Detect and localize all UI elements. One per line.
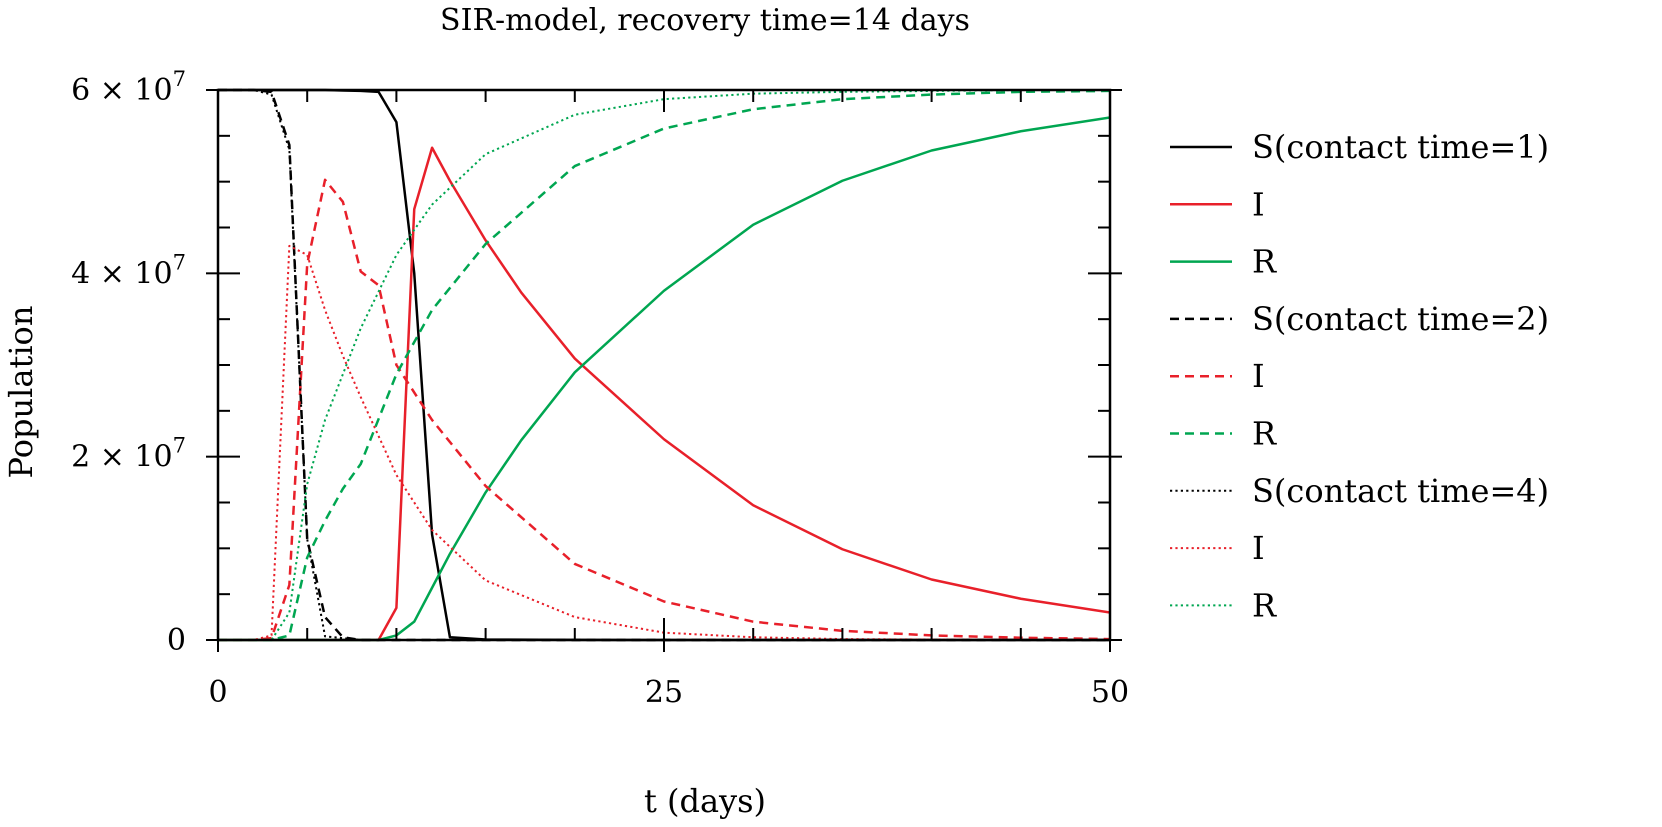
legend-entry-label: R: [1252, 243, 1277, 281]
y-tick-label: 4 × 107: [71, 250, 186, 291]
y-axis-label: Population: [2, 306, 40, 479]
legend-entry-label: I: [1252, 185, 1265, 223]
series-line-7-s-dotted: [218, 89, 1110, 641]
series-line-4-s-dashed: [218, 88, 1110, 642]
legend-entry-label: S(contact time=4): [1252, 472, 1549, 510]
plot-frame: [216, 88, 1112, 642]
x-axis-ticks: 0 25 50: [208, 90, 1129, 710]
series-line-3-r-solid: [218, 116, 1110, 642]
x-tick-label: 50: [1091, 675, 1129, 710]
legend-entry-label: R: [1252, 586, 1277, 624]
chart-title: SIR-model, recovery time=14 days: [440, 3, 970, 38]
x-axis-label: t (days): [644, 782, 766, 820]
y-tick-label: 6 × 107: [71, 67, 186, 108]
x-tick-label: 0: [208, 675, 227, 710]
legend: S(contact time=1)IRS(contact time=2)IRS(…: [1170, 128, 1549, 624]
x-tick-label: 25: [645, 675, 683, 710]
y-tick-label: 0: [167, 623, 186, 658]
series-line-8-i-dotted: [218, 244, 1110, 641]
legend-entry-label: R: [1252, 415, 1277, 453]
series-line-6-r-dashed: [218, 89, 1110, 642]
series-line-2-i-solid: [218, 146, 1110, 642]
series-line-1-s-solid: [218, 88, 1110, 642]
legend-entry-label: I: [1252, 357, 1265, 395]
plot-lines: [218, 88, 1110, 642]
y-tick-label: 2 × 107: [71, 434, 186, 475]
y-axis-ticks: 0 2 × 107 4 × 107 6 × 107: [71, 67, 1122, 658]
series-line-5-i-dashed: [218, 178, 1110, 642]
legend-entry-label: S(contact time=2): [1252, 300, 1549, 338]
series-line-9-r-dotted: [218, 89, 1110, 641]
legend-entry-label: S(contact time=1): [1252, 128, 1549, 166]
legend-entry-label: I: [1252, 529, 1265, 567]
